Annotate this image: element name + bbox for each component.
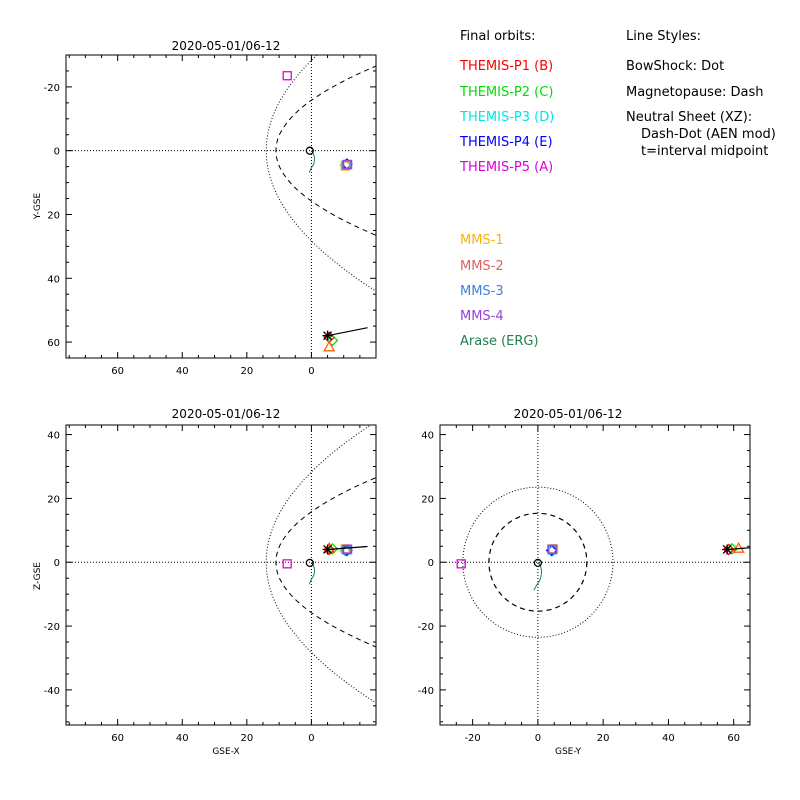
- xz-marker-mms-4: [342, 544, 353, 554]
- yz-x-axis-label: GSE-Y: [555, 747, 582, 757]
- yz-plot-area: -20 0 20 40 60 -40 -20 0 20 40: [418, 424, 751, 744]
- xy-x-tick-label: 20: [240, 366, 253, 377]
- xy-plot-area: 60 40 20 0 -20 0 20 40 60: [44, 54, 377, 377]
- yz-x-tick-label: 60: [727, 733, 740, 744]
- xy-marker-ace: [323, 340, 336, 352]
- yz-x-tick-label: 40: [662, 733, 675, 744]
- xz-x-axis-label: GSE-X: [212, 747, 239, 757]
- yz-y-tick-label: 20: [421, 494, 434, 505]
- yz-marker-arase-erg: [533, 558, 543, 568]
- yz-marker-mms-4: [547, 544, 557, 554]
- legend-themis-p4: THEMIS-P4 (E): [459, 135, 553, 150]
- xz-x-tick-label: 60: [111, 733, 124, 744]
- yz-arase-trace: [533, 561, 542, 591]
- yz-panel-title: 2020-05-01/06-12: [514, 407, 623, 421]
- xy-plane-panel: 2020-05-01/06-12 Y-GSE 60 40 20 0 -20 0 20 40 60: [33, 39, 377, 377]
- legend-themis-p1: THEMIS-P1 (B): [459, 59, 553, 74]
- xz-x-tick-label: 0: [308, 733, 314, 744]
- xz-y-tick-label: 20: [47, 494, 60, 505]
- xy-y-tick-label: 60: [47, 338, 60, 349]
- xz-plane-panel: 2020-05-01/06-12 GSE-X Z-GSE 60 40 20 0 -40 -…: [33, 407, 377, 757]
- xy-x-tick-label: 40: [176, 366, 189, 377]
- yz-marker-themis-p5-a: [456, 559, 466, 569]
- xy-y-tick-label: 0: [54, 147, 60, 158]
- style-bowshock: BowShock: Dot: [626, 59, 724, 74]
- yz-marker-ace: [732, 541, 745, 553]
- xy-plot-content: [66, 55, 376, 358]
- xz-marker-arase-erg: [305, 558, 314, 568]
- style-neutral-sheet: Neutral Sheet (XZ):: [626, 110, 752, 125]
- xy-marker-themis-p5-a: [282, 71, 292, 81]
- xz-magnetopause: [275, 477, 376, 648]
- xy-x-tick-label: 60: [111, 366, 124, 377]
- legend-mms-1: MMS-1: [460, 233, 504, 248]
- xz-bowshock: [265, 425, 376, 704]
- xy-y-tick-label: -20: [44, 83, 60, 94]
- style-dash-dot: Dash-Dot (AEN mod): [641, 127, 776, 142]
- xy-bowshock: [265, 55, 376, 292]
- xz-plot-content: [66, 425, 376, 725]
- yz-plane-panel: 2020-05-01/06-12 GSE-Y -20 0 20 40 60 -40 -20 0…: [418, 407, 751, 757]
- xz-marker-themis-p5-a: [282, 559, 292, 569]
- xy-marker-arase-erg: [305, 146, 314, 155]
- yz-y-tick-label: 40: [421, 431, 434, 442]
- styles-title: Line Styles:: [626, 29, 701, 44]
- xz-y-tick-label: 0: [54, 558, 60, 569]
- xy-x-tick-label: 0: [308, 366, 314, 377]
- xz-y-tick-label: 40: [47, 431, 60, 442]
- xy-arase-trace: [308, 150, 316, 173]
- yz-y-tick-label: -20: [418, 622, 434, 633]
- yz-frame: [439, 424, 751, 726]
- xz-y-axis-label: Z-GSE: [33, 562, 43, 590]
- xy-magnetopause: [275, 65, 376, 236]
- yz-x-tick-label: -20: [464, 733, 480, 744]
- xz-y-tick-label: -20: [44, 622, 60, 633]
- xz-arase-trace: [308, 561, 316, 585]
- xy-marker-themis-p2-c: [326, 334, 339, 347]
- xz-x-tick-label: 20: [240, 733, 253, 744]
- yz-plot-content: [440, 425, 750, 725]
- xy-frame: [65, 54, 377, 359]
- xy-y-tick-label: 20: [47, 210, 60, 221]
- xy-wind-trail: [327, 327, 368, 337]
- xz-panel-title: 2020-05-01/06-12: [172, 407, 281, 421]
- xz-x-tick-label: 40: [176, 733, 189, 744]
- legend-themis-p2: THEMIS-P2 (C): [459, 85, 553, 100]
- xy-y-axis-label: Y-GSE: [33, 193, 43, 221]
- legend-themis-p5: THEMIS-P5 (A): [459, 160, 553, 175]
- style-magnetopause: Magnetopause: Dash: [626, 85, 763, 100]
- legend-themis-p3: THEMIS-P3 (D): [459, 110, 554, 125]
- legend-mms-4: MMS-4: [460, 309, 504, 324]
- xz-plot-area: 60 40 20 0 -40 -20 0 20 40: [44, 424, 377, 744]
- yz-x-tick-label: 0: [535, 733, 541, 744]
- yz-magnetopause: [488, 512, 588, 612]
- yz-bowshock: [462, 486, 614, 638]
- yz-y-tick-label: -40: [418, 686, 434, 697]
- yz-wind-trail: [727, 547, 750, 551]
- legend-arase: Arase (ERG): [460, 334, 539, 349]
- xz-y-tick-label: -40: [44, 686, 60, 697]
- legend-mms-3: MMS-3: [460, 284, 504, 299]
- xy-marker-mms-4: [342, 159, 353, 170]
- xy-marker-mms-1: [340, 161, 350, 171]
- xy-y-tick-label: 40: [47, 274, 60, 285]
- yz-y-tick-label: 0: [428, 558, 434, 569]
- legend: Final orbits: THEMIS-P1 (B) THEMIS-P2 (C…: [459, 29, 776, 349]
- xz-neutral-sheet: [327, 545, 368, 550]
- style-interval-midpoint: t=interval midpoint: [641, 144, 768, 159]
- xy-panel-title: 2020-05-01/06-12: [172, 39, 281, 53]
- legend-mms-2: MMS-2: [460, 259, 504, 274]
- xz-frame: [65, 424, 377, 726]
- yz-x-tick-label: 20: [597, 733, 610, 744]
- orbits-title: Final orbits:: [460, 29, 536, 44]
